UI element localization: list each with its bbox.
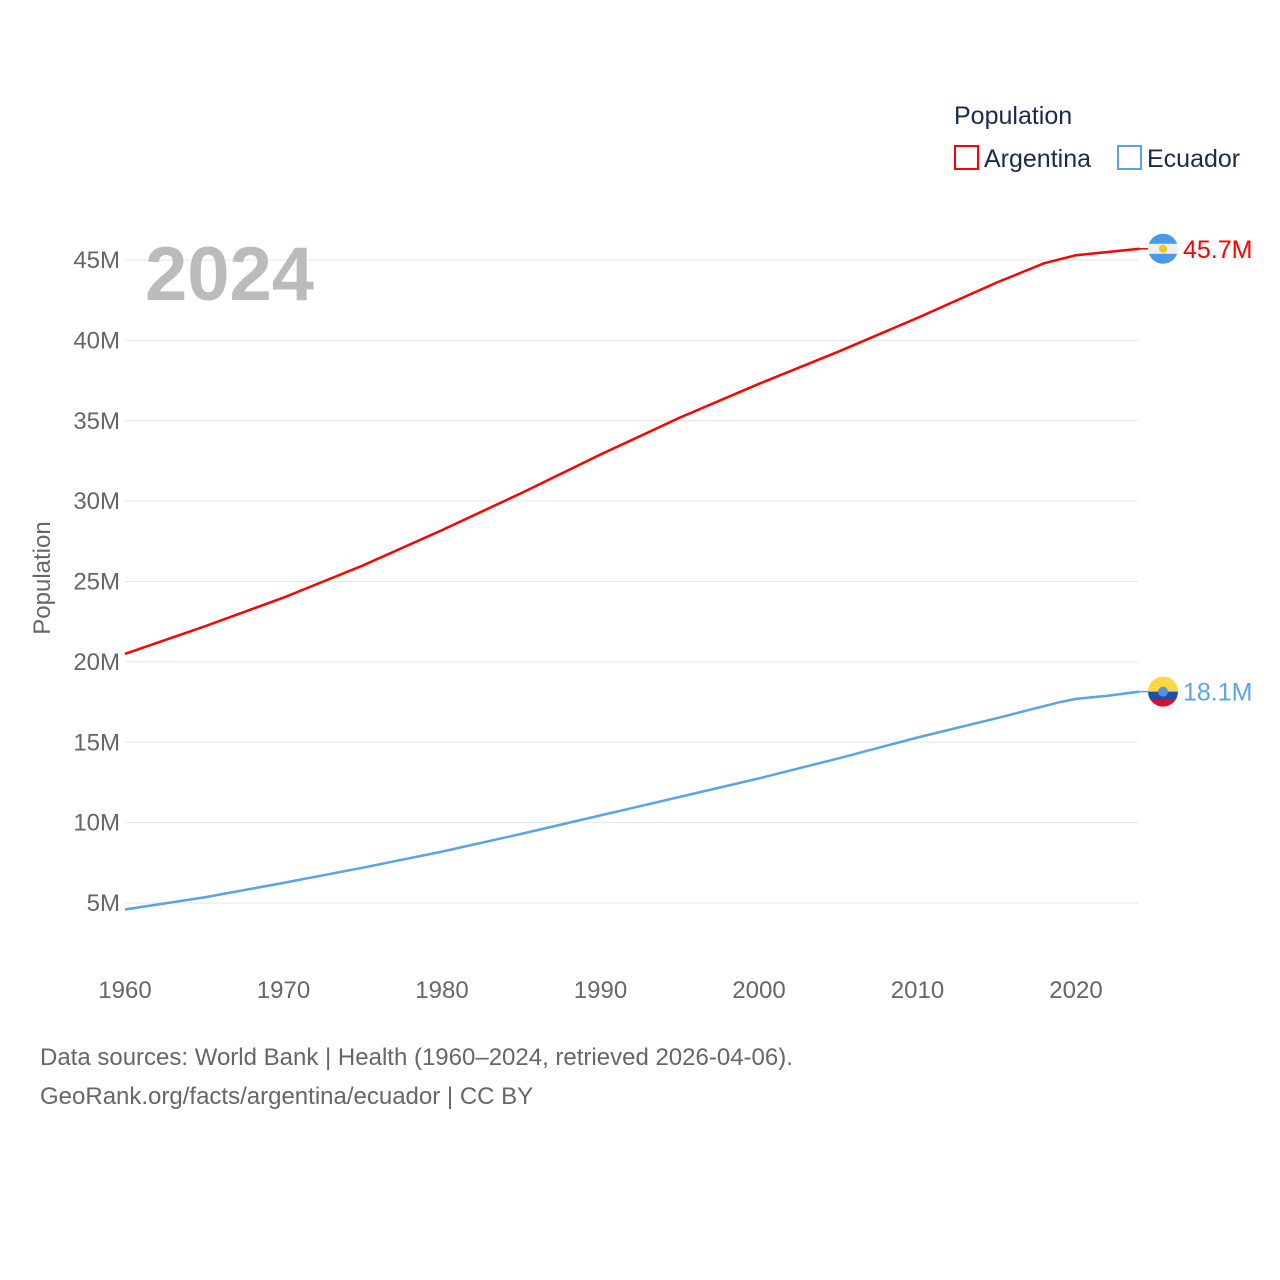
x-tick-label: 1970 (257, 977, 310, 1004)
x-tick-label: 2000 (732, 977, 785, 1004)
legend-item-argentina: Argentina (984, 145, 1091, 173)
x-tick-label: 2020 (1049, 977, 1102, 1004)
legend-swatch-ecuador (1117, 145, 1142, 170)
legend-swatch-argentina (954, 145, 979, 170)
y-axis-label: Population (29, 521, 56, 634)
y-tick-label: 40M (73, 327, 120, 354)
argentina-flag-icon (1148, 233, 1178, 264)
x-tick-label: 1980 (415, 977, 468, 1004)
y-tick-label: 30M (73, 488, 120, 515)
ecuador-flag-icon (1148, 676, 1178, 707)
end-value-label-ecuador: 18.1M (1183, 679, 1252, 707)
y-tick-label: 35M (73, 408, 120, 435)
y-tick-label: 45M (73, 247, 120, 274)
series-line-argentina (124, 247, 1140, 656)
x-tick-label: 1960 (98, 977, 151, 1004)
x-tick-label: 2010 (891, 977, 944, 1004)
x-tick-label: 1990 (574, 977, 627, 1004)
y-tick-label: 20M (73, 649, 120, 676)
y-tick-label: 5M (87, 890, 120, 917)
y-tick-label: 15M (73, 729, 120, 756)
y-tick-label: 10M (73, 810, 120, 837)
legend-item-ecuador: Ecuador (1147, 145, 1240, 173)
year-label: 2024 (145, 232, 314, 317)
y-tick-label: 25M (73, 569, 120, 596)
footer-sources: Data sources: World Bank | Health (1960–… (40, 1044, 793, 1071)
end-value-label-argentina: 45.7M (1183, 236, 1252, 264)
series-line-ecuador (124, 690, 1140, 911)
footer-credit[interactable]: GeoRank.org/facts/argentina/ecuador | CC… (40, 1083, 534, 1110)
legend-title: Population (954, 102, 1072, 130)
